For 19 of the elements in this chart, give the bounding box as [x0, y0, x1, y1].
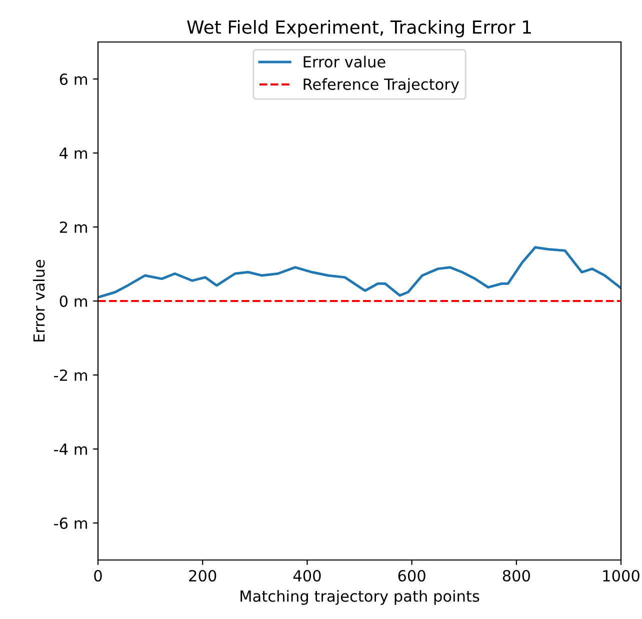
- x-tick-label: 800: [502, 570, 530, 582]
- y-tick-label: 6 m: [60, 73, 87, 86]
- y-tick-label: 2 m: [60, 221, 87, 233]
- legend-label: Error value: [304, 56, 386, 68]
- y-axis-title: Error value: [32, 260, 45, 342]
- y-tick-label: 4 m: [60, 148, 87, 159]
- x-tick-label: 400: [293, 570, 321, 582]
- y-tick-label: -6 m: [54, 517, 87, 530]
- y-tick-label: -2 m: [54, 369, 87, 381]
- x-axis-title: Matching trajectory path points: [240, 590, 480, 605]
- line-series: [98, 246, 621, 299]
- x-tick-label: 200: [189, 570, 216, 582]
- x-tick-label: 1000: [603, 570, 640, 582]
- y-tick-label: -4 m: [54, 444, 87, 455]
- legend-label: Reference Trajectory: [304, 78, 460, 93]
- x-tick-label: 600: [398, 570, 426, 582]
- chart-title: Wet Field Experiment, Tracking Error 1: [187, 20, 531, 38]
- x-tick-label: 0: [94, 570, 102, 582]
- y-tick-label: 0 m: [60, 295, 87, 308]
